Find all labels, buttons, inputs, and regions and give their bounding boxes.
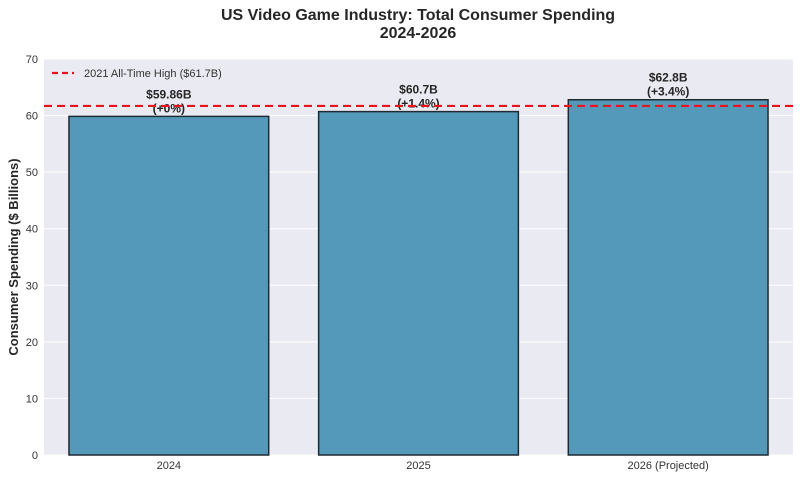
bar	[567, 98, 769, 456]
bar-change-label: (+3.4%)	[647, 85, 689, 99]
bar	[68, 115, 270, 456]
bar-change-label: (+1.4%)	[397, 97, 439, 111]
legend-label: 2021 All-Time High ($61.7B)	[84, 68, 222, 80]
y-tick-label: 30	[26, 280, 38, 292]
x-axis-ticks: 2024 2025 2026 (Projected)	[157, 460, 709, 472]
y-tick-label: 70	[26, 54, 38, 66]
bars	[68, 98, 769, 456]
bar-value-label: $60.7B	[399, 83, 438, 97]
legend: 2021 All-Time High ($61.7B)	[52, 68, 222, 80]
y-tick-label: 50	[26, 167, 38, 179]
y-tick-label: 10	[26, 393, 38, 405]
y-axis-ticks: 0 10 20 30 40 50 60 70	[26, 54, 38, 462]
bar	[317, 110, 520, 456]
x-tick-label: 2025	[406, 460, 430, 472]
y-tick-label: 20	[26, 337, 38, 349]
chart-subtitle: 2024-2026	[380, 25, 457, 42]
bar-value-label: $62.8B	[649, 71, 688, 85]
x-tick-label: 2024	[157, 460, 181, 472]
y-tick-label: 40	[26, 224, 38, 236]
y-tick-label: 60	[26, 111, 38, 123]
y-tick-label: 0	[32, 450, 38, 462]
chart-title: US Video Game Industry: Total Consumer S…	[221, 7, 615, 24]
x-tick-label: 2026 (Projected)	[628, 460, 709, 472]
y-axis-label: Consumer Spending ($ Billions)	[6, 158, 21, 355]
bar-value-label: $59.86B	[146, 87, 192, 101]
bar-change-label: (+0%)	[153, 101, 185, 115]
